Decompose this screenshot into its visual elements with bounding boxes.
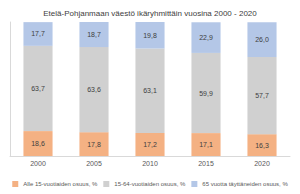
svg-text:15-64-vuotiaiden osuus, %: 15-64-vuotiaiden osuus, % — [114, 181, 186, 187]
svg-text:19,8: 19,8 — [143, 32, 157, 39]
svg-text:16,3: 16,3 — [255, 142, 269, 149]
svg-text:Etelä-Pohjanmaan väestö ikäryh: Etelä-Pohjanmaan väestö ikäryhmittäin vu… — [43, 9, 257, 18]
svg-text:2010: 2010 — [142, 160, 158, 167]
svg-text:63,6: 63,6 — [87, 86, 101, 93]
svg-text:18,6: 18,6 — [31, 140, 45, 147]
svg-text:2000: 2000 — [30, 160, 46, 167]
svg-text:26,0: 26,0 — [255, 36, 269, 43]
svg-text:63,7: 63,7 — [31, 85, 45, 92]
svg-text:59,9: 59,9 — [199, 90, 213, 97]
svg-text:2015: 2015 — [198, 160, 214, 167]
svg-text:2005: 2005 — [86, 160, 102, 167]
svg-text:17,8: 17,8 — [87, 141, 101, 148]
svg-text:Alle 15-vuotiaiden osuus, %: Alle 15-vuotiaiden osuus, % — [23, 181, 98, 187]
svg-text:57,7: 57,7 — [255, 92, 269, 99]
svg-text:63,1: 63,1 — [143, 87, 157, 94]
svg-text:65 vuotta täyttäneiden osuus,: 65 vuotta täyttäneiden osuus, % — [202, 181, 288, 187]
svg-text:2020: 2020 — [254, 160, 270, 167]
svg-text:17,2: 17,2 — [143, 141, 157, 148]
svg-text:17,1: 17,1 — [199, 141, 213, 148]
svg-text:22,9: 22,9 — [199, 34, 213, 41]
svg-text:17,7: 17,7 — [31, 30, 45, 37]
svg-text:18,7: 18,7 — [87, 31, 101, 38]
